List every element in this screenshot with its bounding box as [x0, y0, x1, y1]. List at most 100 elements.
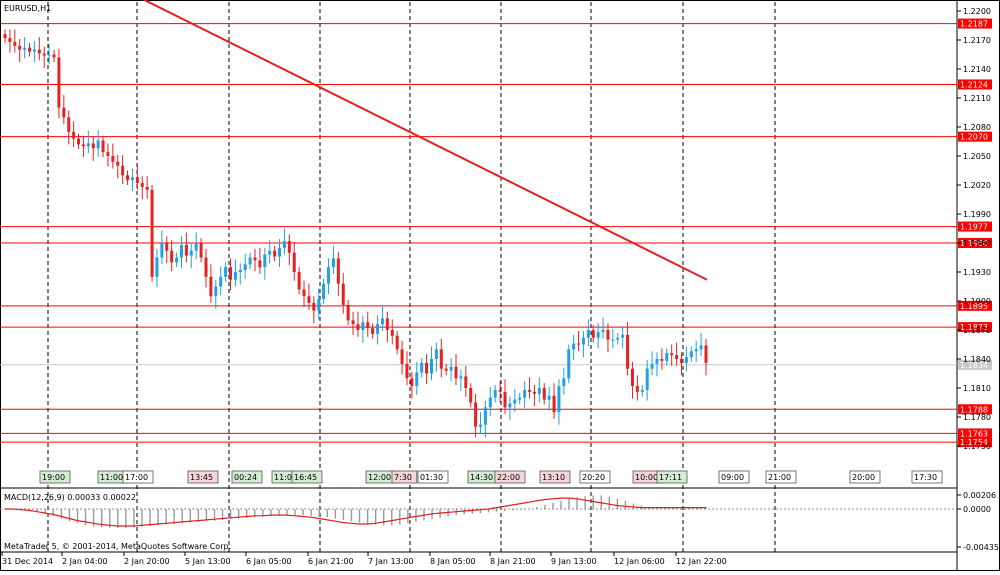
- level-price-text: 1.1788: [960, 405, 988, 414]
- candle-body: [503, 391, 507, 408]
- candle-body: [459, 376, 463, 379]
- level-price-text: 1.1873: [960, 323, 988, 332]
- candle-body: [253, 257, 257, 261]
- candle-body: [518, 397, 522, 400]
- candle-body: [361, 322, 365, 330]
- macd-tick-label: 0.00206: [963, 491, 996, 500]
- candle-body: [356, 324, 360, 330]
- price-tick-label: 1.2020: [963, 181, 991, 190]
- candle-body: [341, 283, 345, 305]
- candle-body: [96, 140, 100, 149]
- candle-body: [655, 359, 659, 364]
- candle-body: [194, 243, 198, 251]
- level-price-tag: [958, 18, 992, 29]
- candle-body: [562, 378, 566, 387]
- candle-body: [351, 320, 355, 325]
- period-label-text: 20:20: [582, 473, 605, 482]
- period-label-text: 09:00: [721, 473, 744, 482]
- candle-body: [52, 54, 56, 58]
- candle-body: [385, 318, 389, 330]
- candle-body: [165, 243, 169, 251]
- candle-body: [513, 399, 517, 404]
- candle-body: [224, 267, 228, 277]
- candle-body: [479, 424, 483, 427]
- level-price-text: 1.2070: [960, 133, 988, 142]
- period-label-text: 17:11: [659, 473, 682, 482]
- candle-body: [557, 386, 561, 413]
- level-price-text: 1.1977: [960, 223, 988, 232]
- period-label-text: 13:10: [542, 473, 565, 482]
- period-label-box: [765, 470, 797, 484]
- price-scale[interactable]: 1.2200 1.2170 1.2140 1.2110 1.2080 1.2050 1.20…: [957, 7, 991, 451]
- period-label-text: 20:00: [852, 473, 875, 482]
- macd-tick-label: -0.00435: [963, 543, 999, 552]
- candle-body: [415, 372, 419, 387]
- period-separator-labels: 19:00 11:00 17:00 13:45 00:24 11:0 16:45 12:00 7…: [39, 470, 943, 484]
- candle-body: [287, 241, 291, 253]
- period-label-text: 21:00: [768, 473, 791, 482]
- period-label-text: 19:00: [42, 473, 65, 482]
- candle-body: [635, 386, 639, 392]
- candle-body: [322, 283, 326, 300]
- current-price-tag: [958, 359, 992, 370]
- period-label-text: 10:00: [635, 473, 658, 482]
- candle-body: [586, 330, 590, 338]
- level-price-tag: [958, 322, 992, 333]
- candle-body: [675, 355, 679, 359]
- candle-body: [67, 117, 71, 132]
- candle-body: [233, 272, 237, 280]
- time-axis[interactable]: 31 Dec 2014 2 Jan 04:00 2 Jan 20:00 5 Jan 1…: [1, 552, 727, 566]
- candle-body: [258, 260, 262, 268]
- candle-body: [13, 41, 17, 46]
- candle-body: [140, 183, 144, 187]
- candle-body: [204, 257, 208, 277]
- candle-body: [175, 257, 179, 263]
- period-label-text: 11:0: [274, 473, 292, 482]
- candle-body: [606, 330, 610, 340]
- period-label-box: [579, 470, 611, 484]
- period-label-text: 00:24: [234, 473, 257, 482]
- candle-body: [126, 175, 130, 181]
- candle-body: [483, 407, 487, 425]
- candle-body: [317, 299, 321, 311]
- price-tick-label: 1.1750: [963, 442, 991, 451]
- macd-panel[interactable]: 0.00206 0.0000 -0.00435: [0, 491, 999, 552]
- copyright-text: MetaTrader 5, © 2001-2014, MetaQuotes So…: [4, 542, 231, 551]
- candle-body: [444, 368, 448, 371]
- level-price-tag: [958, 300, 992, 311]
- candle-body: [552, 395, 556, 413]
- period-label-box: [231, 470, 263, 484]
- candle-body: [72, 131, 76, 139]
- level-price-tag: [958, 79, 992, 90]
- candle-body: [111, 156, 115, 162]
- candle-body: [121, 165, 125, 176]
- candle-body: [400, 349, 404, 364]
- price-tick-label: 1.1960: [963, 239, 991, 248]
- price-tick-label: 1.2080: [963, 123, 991, 132]
- candle-body: [228, 267, 232, 280]
- candle-body: [577, 343, 581, 345]
- candle-body: [528, 389, 532, 392]
- symbol-label: EURUSD,H1: [4, 4, 51, 13]
- price-tick-label: 1.1990: [963, 210, 991, 219]
- period-label-text: 16:45: [294, 473, 317, 482]
- candle-body: [170, 250, 174, 263]
- candle-body: [420, 362, 424, 373]
- price-tick-label: 1.2140: [963, 65, 991, 74]
- level-price-tag: [958, 238, 992, 248]
- candle-body: [273, 250, 277, 257]
- candle-body: [248, 257, 252, 265]
- period-label-box: [494, 470, 526, 484]
- candle-body: [86, 143, 90, 147]
- level-price-text: 1.1763: [960, 429, 988, 438]
- candle-body: [77, 138, 81, 145]
- price-tick-label: 1.2110: [963, 94, 991, 103]
- candle-body: [694, 349, 698, 352]
- period-label-box: [849, 470, 881, 484]
- candle-body: [572, 343, 576, 350]
- candle-body: [474, 402, 478, 427]
- candle-body: [439, 349, 443, 369]
- horizontal-level-lines[interactable]: 1.2187 1.2124 1.2070 1.1977 1.1960 1.1895 1.18…: [0, 18, 992, 448]
